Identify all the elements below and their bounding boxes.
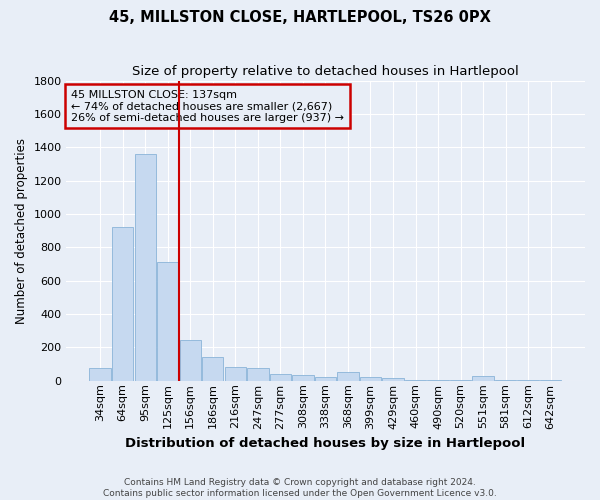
Bar [292, 375, 314, 381]
Bar [495, 380, 517, 381]
Bar [157, 262, 178, 381]
Bar [112, 228, 133, 381]
Bar [179, 340, 201, 381]
Bar [269, 374, 291, 381]
Text: 45 MILLSTON CLOSE: 137sqm
← 74% of detached houses are smaller (2,667)
26% of se: 45 MILLSTON CLOSE: 137sqm ← 74% of detac… [71, 90, 344, 123]
Bar [450, 380, 471, 381]
Bar [315, 376, 336, 381]
Y-axis label: Number of detached properties: Number of detached properties [15, 138, 28, 324]
X-axis label: Distribution of detached houses by size in Hartlepool: Distribution of detached houses by size … [125, 437, 526, 450]
Bar [134, 154, 156, 381]
Bar [224, 368, 246, 381]
Bar [472, 376, 494, 381]
Bar [247, 368, 269, 381]
Bar [517, 380, 539, 381]
Bar [202, 356, 223, 381]
Text: 45, MILLSTON CLOSE, HARTLEPOOL, TS26 0PX: 45, MILLSTON CLOSE, HARTLEPOOL, TS26 0PX [109, 10, 491, 25]
Bar [337, 372, 359, 381]
Bar [360, 378, 381, 381]
Bar [405, 380, 426, 381]
Bar [89, 368, 111, 381]
Text: Contains HM Land Registry data © Crown copyright and database right 2024.
Contai: Contains HM Land Registry data © Crown c… [103, 478, 497, 498]
Title: Size of property relative to detached houses in Hartlepool: Size of property relative to detached ho… [132, 65, 519, 78]
Bar [382, 378, 404, 381]
Bar [427, 380, 449, 381]
Bar [540, 380, 562, 381]
